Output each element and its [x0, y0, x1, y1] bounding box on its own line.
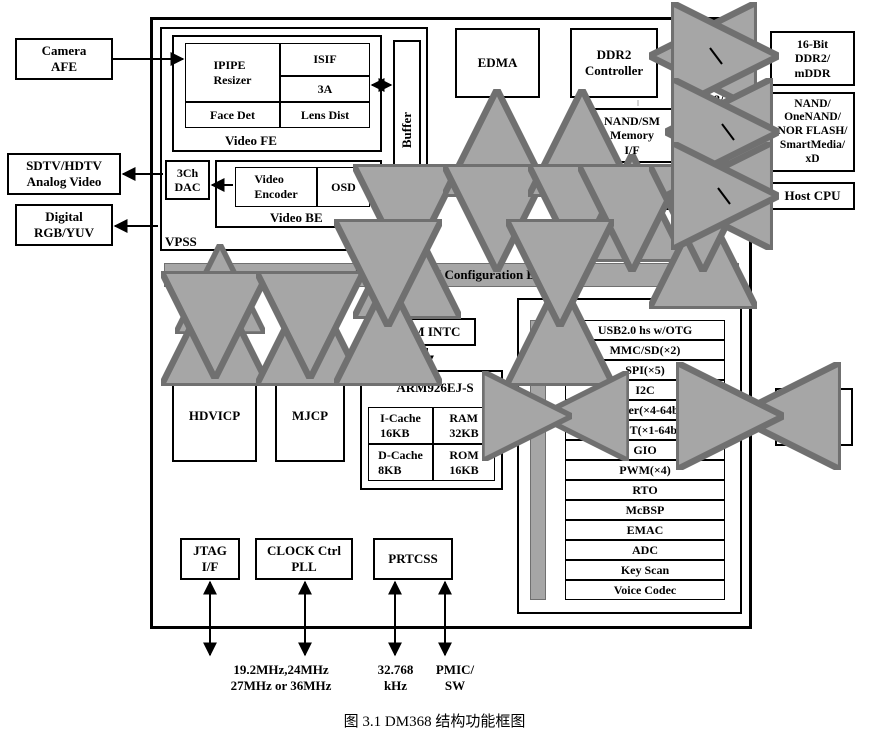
dma-bus-label: DMA/Data and Configuration Bus [356, 267, 548, 283]
clk-freq-label: 19.2MHz,24MHz 27MHz or 36MHz [210, 662, 352, 694]
edma-block: EDMA [455, 28, 540, 98]
periph-adc: ADC [565, 540, 725, 560]
facedet-cell: Face Det [185, 102, 280, 128]
periph-voice: Voice Codec [565, 580, 725, 600]
mjcp-block: MJCP [275, 370, 345, 462]
periph-gio: GIO [565, 440, 725, 460]
ddr-ext-block: 16-Bit DDR2/ mDDR [770, 31, 855, 86]
ram-cell: RAM 32KB [433, 407, 495, 444]
ddr2ctrl-block: DDR2 Controller [570, 28, 658, 98]
osd-cell: OSD [317, 167, 370, 207]
buffer-block: Buffer [393, 40, 421, 220]
periph-pwm: PWM(×4) [565, 460, 725, 480]
periph-i2c: I2C [565, 380, 725, 400]
rgb-block: Digital RGB/YUV [15, 204, 113, 246]
periph-mcbsp: McBSP [565, 500, 725, 520]
jtag-block: JTAG I/F [180, 538, 240, 580]
video-fe-grid: ISIF IPIPE Resizer 3A Face Det Lens Dist [185, 43, 370, 128]
video-be-grid: Video Encoder OSD [235, 167, 370, 207]
periph-wdt: WDT(×1-64b) [565, 420, 725, 440]
figure-caption: 图 3.1 DM368 结构功能框图 [0, 710, 869, 731]
rtc-freq-label: 32.768 kHz [368, 662, 423, 694]
rom-cell: ROM 16KB [433, 444, 495, 481]
hdvicp-block: HDVICP [172, 370, 257, 462]
buffer-label: Buffer [399, 112, 415, 148]
pmic-label: PMIC/ SW [430, 662, 480, 694]
periph-mmc: MMC/SD(×2) [565, 340, 725, 360]
arm-core-label: ARM926EJ-S [380, 380, 490, 396]
periph-list: USB2.0 hs w/OTG MMC/SD(×2) SPI(×5) I2C T… [565, 320, 725, 600]
clock-block: CLOCK Ctrl PLL [255, 538, 353, 580]
periph-emac: EMAC [565, 520, 725, 540]
periph-rto: RTO [565, 480, 725, 500]
ipipe-cell: IPIPE Resizer [185, 43, 280, 102]
icache-cell: I-Cache 16KB [368, 407, 433, 444]
arm-cache-grid: I-Cache 16KB RAM 32KB D-Cache 8KB ROM 16… [368, 407, 495, 481]
nand-ext-block: NAND/ OneNAND/ NOR FLASH/ SmartMedia/ xD [770, 92, 855, 172]
prtcss-block: PRTCSS [373, 538, 453, 580]
lensdist-cell: Lens Dist [280, 102, 370, 128]
dcache-cell: D-Cache 8KB [368, 444, 433, 481]
hpi-block: HPI [628, 180, 674, 210]
periph-keyscan: Key Scan [565, 560, 725, 580]
isif-cell: ISIF [280, 43, 370, 76]
periph-timer: Timer(×4-64b) [565, 400, 725, 420]
dac3ch-block: 3Ch DAC [165, 160, 210, 200]
video-fe-label: Video FE [225, 133, 277, 149]
sysio-block: System I/O Interface [775, 388, 853, 446]
dma-bus: DMA/Data and Configuration Bus [164, 263, 739, 287]
bit16-hpi-label: 16 Bit [700, 179, 760, 195]
nandsm-block: NAND/SM Memory I/F [590, 108, 674, 163]
venc-cell: Video Encoder [235, 167, 317, 207]
a3-cell: 3A [280, 76, 370, 102]
sdtv-block: SDTV/HDTV Analog Video [7, 153, 121, 195]
camera-afe-block: Camera AFE [15, 38, 113, 80]
bit16-top-label: 16 Bit [700, 24, 760, 40]
hostcpu-block: Host CPU [770, 182, 855, 210]
periph-spi: SPI(×5) [565, 360, 725, 380]
periph-bus [530, 320, 546, 600]
arm-intc-block: ARM INTC [378, 318, 476, 346]
video-be-label: Video BE [270, 210, 323, 226]
vpss-label: VPSS [165, 234, 197, 250]
bit816-label: 8/16 Bit [700, 92, 770, 108]
periph-usb: USB2.0 hs w/OTG [565, 320, 725, 340]
